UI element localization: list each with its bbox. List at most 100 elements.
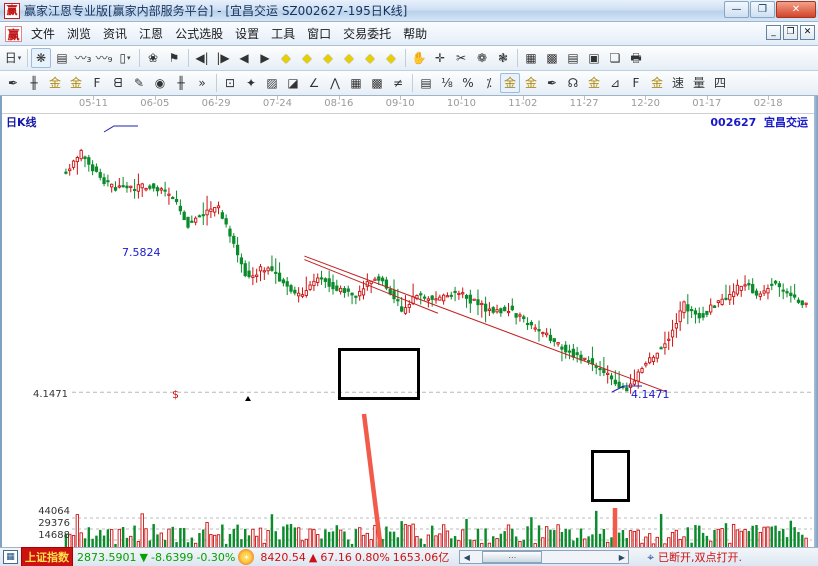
last-page-button[interactable]: |▶: [213, 48, 233, 68]
gann-line-button[interactable]: 金: [521, 73, 541, 93]
percent-line2-button[interactable]: ⁒: [479, 73, 499, 93]
zigzag-tool-icon: ⋀: [330, 76, 340, 90]
wave9-button[interactable]: 〰₉: [94, 48, 114, 68]
grid-h2-button[interactable]: ╫: [171, 73, 191, 93]
document-button[interactable]: ▤: [52, 48, 72, 68]
gann-circle-button[interactable]: 金: [500, 73, 520, 93]
save-button[interactable]: ▣: [584, 48, 604, 68]
chart-vertical-edge[interactable]: [814, 96, 818, 549]
grid-h-button[interactable]: ╫: [24, 73, 44, 93]
mdi-restore-button[interactable]: ❐: [783, 25, 798, 40]
menu-item-tools[interactable]: 工具: [271, 27, 296, 41]
more-tools-button[interactable]: »: [192, 73, 212, 93]
zoom-left-button[interactable]: ◆: [276, 48, 296, 68]
box-fan-button[interactable]: ▨: [262, 73, 282, 93]
next-button[interactable]: ▶: [255, 48, 275, 68]
grid-tool-button[interactable]: ▦: [346, 73, 366, 93]
zoom-center-button[interactable]: ◆: [297, 48, 317, 68]
first-page-button[interactable]: ◀|: [192, 48, 212, 68]
menu-item-browse[interactable]: 浏览: [67, 27, 92, 41]
gann-f-button[interactable]: F: [87, 73, 107, 93]
fan-tool-button[interactable]: ✦: [241, 73, 261, 93]
minimize-button[interactable]: —: [724, 1, 749, 18]
angle-tool-button[interactable]: ∠: [304, 73, 324, 93]
pen-draw-button[interactable]: ✒: [3, 73, 23, 93]
gann-measure-button[interactable]: 量: [689, 73, 709, 93]
gann-j-button[interactable]: ⊿: [605, 73, 625, 93]
zoom-expand-button[interactable]: ◆: [360, 48, 380, 68]
calendar-day-button[interactable]: 日 ▾: [3, 48, 23, 68]
box-tool-button[interactable]: ⊡: [220, 73, 240, 93]
flag-button[interactable]: ⚑: [164, 48, 184, 68]
mdi-close-button[interactable]: ✕: [800, 25, 815, 40]
kline-canvas[interactable]: [2, 114, 816, 414]
volume-axis-low-label: 14688: [38, 530, 70, 541]
menu-item-gann[interactable]: 江恩: [139, 27, 164, 41]
zoom-wide-button[interactable]: ◆: [318, 48, 338, 68]
calendar21-button[interactable]: ▦: [521, 48, 541, 68]
dollar-marker-icon: $: [172, 388, 179, 401]
menu-item-help[interactable]: 帮助: [403, 27, 428, 41]
sun-icon[interactable]: ☀: [238, 549, 255, 565]
flower-tool-button[interactable]: ❁: [472, 48, 492, 68]
scroll-right-arrow-icon[interactable]: ▶: [618, 552, 625, 562]
scroll-thumb[interactable]: ⋯: [482, 551, 543, 563]
grid2-tool-button[interactable]: ▩: [367, 73, 387, 93]
wave3-button[interactable]: 〰₃: [73, 48, 93, 68]
crosshair-tool-button[interactable]: ✛: [430, 48, 450, 68]
zoom-full-button[interactable]: ◆: [381, 48, 401, 68]
menu-item-trade[interactable]: 交易委托: [343, 27, 392, 41]
gann-f2-button[interactable]: F: [626, 73, 646, 93]
menu-app-icon[interactable]: 赢: [5, 25, 22, 42]
date-tick-mark: [768, 96, 770, 100]
chart-area[interactable]: 05-11 06-05 06-29 07-24 08-16 09-10 10-10 11-02…: [0, 96, 818, 566]
scroll-left-arrow-icon[interactable]: ◀: [463, 552, 470, 562]
status-index-name[interactable]: 上证指数: [21, 547, 73, 566]
print-button[interactable]: 🖶: [626, 48, 646, 68]
quote-grid-icon[interactable]: ▦: [3, 550, 18, 564]
hand-tool-button[interactable]: ✋: [409, 48, 429, 68]
gann-gold1-button[interactable]: 金: [45, 73, 65, 93]
maximize-button[interactable]: ❐: [750, 1, 775, 18]
chevron-down-icon[interactable]: ▾: [17, 53, 22, 62]
calculator-button[interactable]: ▩: [542, 48, 562, 68]
gann-gold4-button[interactable]: 金: [647, 73, 667, 93]
gann-four-button[interactable]: 四: [710, 73, 730, 93]
candle-button[interactable]: ▯ ▾: [115, 48, 135, 68]
connection-status[interactable]: 已断开,双点打开.: [658, 551, 743, 564]
chevron-down-icon[interactable]: ▾: [127, 53, 131, 62]
status-index-percent: -0.30%: [196, 550, 236, 564]
ladder-tool-button[interactable]: ▤: [416, 73, 436, 93]
zoom-fit-button[interactable]: ◆: [339, 48, 359, 68]
gann-gold3-button[interactable]: 金: [584, 73, 604, 93]
gann-gold2-button[interactable]: 金: [66, 73, 86, 93]
scissors-tool-button[interactable]: ✂: [451, 48, 471, 68]
close-button[interactable]: ✕: [776, 1, 816, 18]
menu-item-settings[interactable]: 设置: [235, 27, 260, 41]
parallel-tool-button[interactable]: ≠: [388, 73, 408, 93]
volume-canvas[interactable]: [2, 508, 816, 552]
pen-red-button[interactable]: ✎: [129, 73, 149, 93]
mdi-minimize-button[interactable]: _: [766, 25, 781, 40]
circle-grid-button[interactable]: ◉: [150, 73, 170, 93]
brain-chart-button[interactable]: ❀: [143, 48, 163, 68]
menu-item-window[interactable]: 窗口: [307, 27, 332, 41]
gann-pen-button[interactable]: ✒: [542, 73, 562, 93]
menu-item-formula-picker[interactable]: 公式选股: [175, 27, 224, 41]
network-chart-button[interactable]: ❋: [31, 48, 51, 68]
percent-button[interactable]: %: [458, 73, 478, 93]
square-fan-button[interactable]: ◪: [283, 73, 303, 93]
gann-spiral-button[interactable]: ᗺ: [108, 73, 128, 93]
horizontal-scrollbar[interactable]: ◀ ⋯ ▶: [459, 550, 630, 564]
prev-button[interactable]: ◀: [234, 48, 254, 68]
notes-button[interactable]: ▤: [563, 48, 583, 68]
percent-line-button[interactable]: ⅛: [437, 73, 457, 93]
copy-button[interactable]: ❏: [605, 48, 625, 68]
menu-item-news[interactable]: 资讯: [103, 27, 128, 41]
brain-tool-button[interactable]: ❃: [493, 48, 513, 68]
menu-item-file[interactable]: 文件: [31, 27, 56, 41]
toolbar-drawing: ✒ ╫ 金金 F ᗺ ✎ ◉ ╫» ⊡ ✦ ▨ ◪ ∠ ⋀ ▦ ▩ ≠ ▤ ⅛% ⁒ 金金 ✒ ☊ 金 ⊿ F 金速量四: [0, 71, 818, 96]
gann-arc-button[interactable]: ☊: [563, 73, 583, 93]
gann-speed-button[interactable]: 速: [668, 73, 688, 93]
zigzag-tool-button[interactable]: ⋀: [325, 73, 345, 93]
